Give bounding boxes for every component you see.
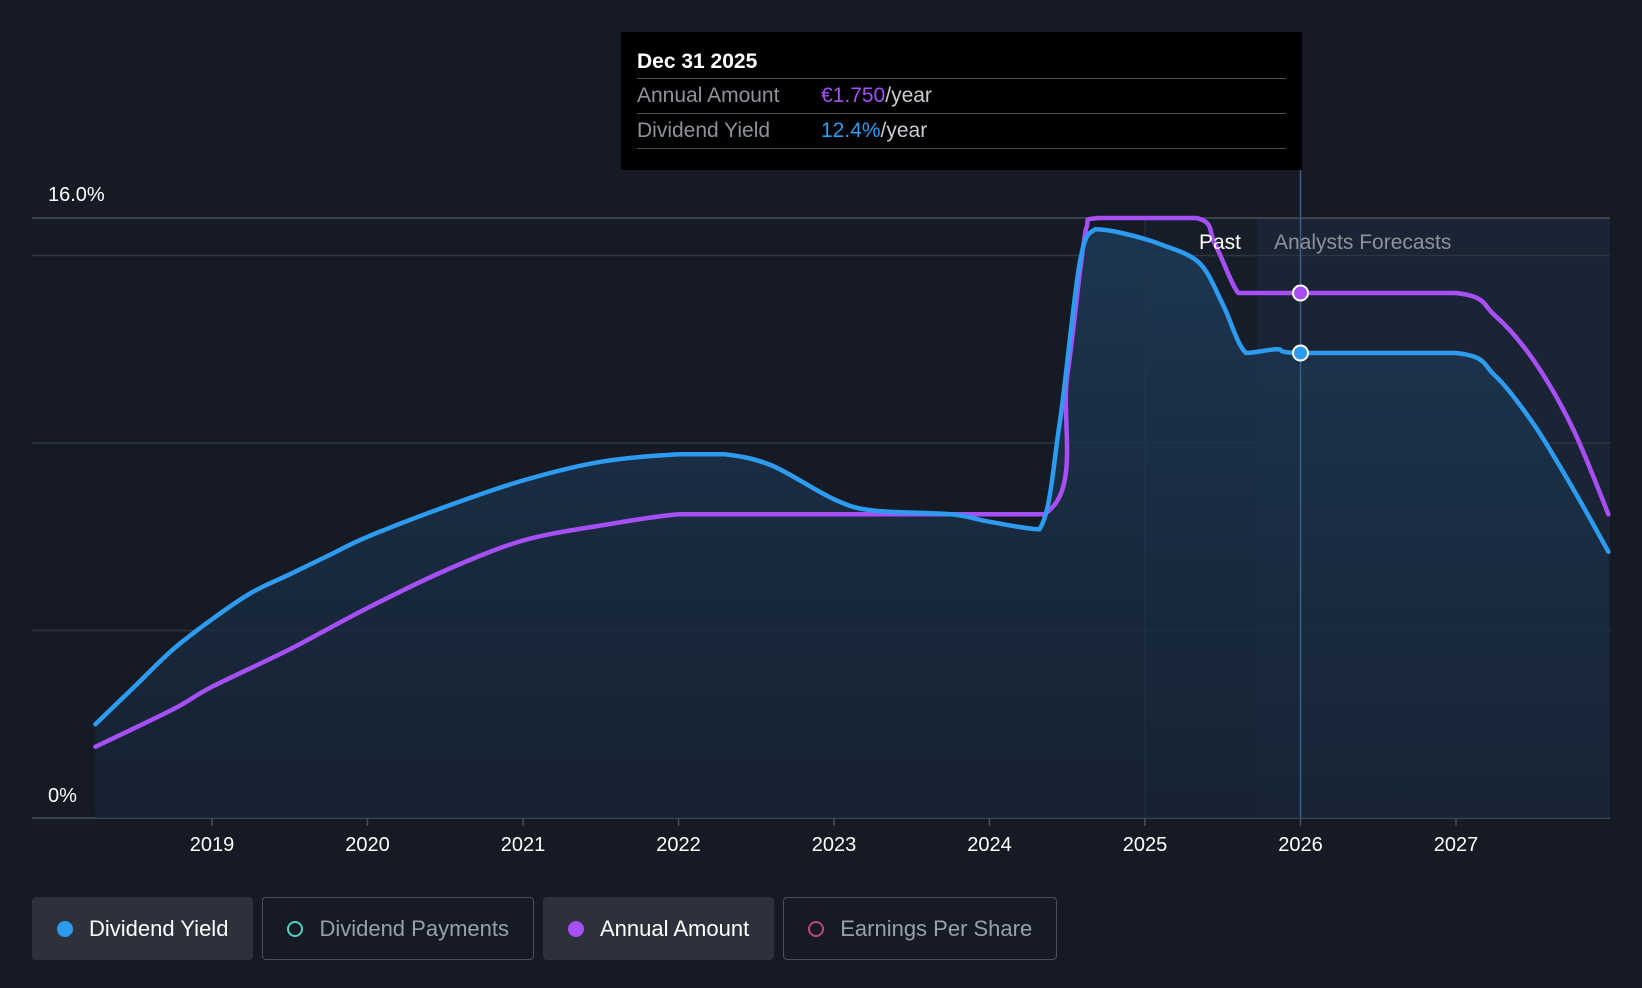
x-tick-label: 2024 xyxy=(967,834,1012,856)
legend-label: Annual Amount xyxy=(599,915,750,941)
x-tick-label: 2022 xyxy=(656,834,701,856)
legend-label: Dividend Payments xyxy=(319,915,509,941)
tooltip-value: €1.750 xyxy=(821,84,886,107)
legend-earnings-per-share-button[interactable]: Earnings Per Share xyxy=(783,897,1058,960)
y-tick-label-bottom: 0% xyxy=(48,785,77,807)
y-tick-label-top: 16.0% xyxy=(48,184,105,206)
legend-label: Earnings Per Share xyxy=(840,915,1033,941)
legend-dividend-yield-button[interactable]: Dividend Yield xyxy=(32,897,254,960)
cursor-line xyxy=(1144,170,1302,818)
x-tick-label: 2026 xyxy=(1278,834,1323,856)
x-tick-label: 2027 xyxy=(1434,834,1479,856)
x-tick-label: 2020 xyxy=(345,834,390,856)
legend: Dividend Yield Dividend Payments Annual … xyxy=(32,897,1058,960)
legend-dividend-payments-button[interactable]: Dividend Payments xyxy=(262,897,534,960)
tooltip-label: Annual Amount xyxy=(637,84,780,107)
legend-annual-amount-button[interactable]: Annual Amount xyxy=(542,897,775,960)
forecast-label: Analysts Forecasts xyxy=(1274,231,1451,254)
tooltip-row-annual-amount: Annual Amount €1.750 /year xyxy=(637,79,1286,114)
hollow-circle-icon xyxy=(808,920,825,937)
tooltip-date: Dec 31 2025 xyxy=(637,46,1286,79)
past-label: Past xyxy=(1199,231,1241,254)
tooltip-value: 12.4% xyxy=(821,119,881,142)
tooltip-unit: /year xyxy=(880,119,928,142)
cursor-points xyxy=(1292,284,1309,362)
cursor-point-dividend-yield xyxy=(1292,344,1309,362)
filled-dot-icon xyxy=(57,920,73,937)
x-tick-label: 2025 xyxy=(1123,834,1168,856)
filled-dot-icon xyxy=(567,920,584,937)
yield-area xyxy=(95,229,1609,819)
x-tick-label: 2021 xyxy=(501,834,546,856)
series-line-annual-amount xyxy=(93,215,1611,750)
x-axis: 2019 2020 2021 2022 2023 2024 2025 2026 2027 xyxy=(190,818,1479,856)
cursor-point-annual-amount xyxy=(1292,284,1309,302)
dividend-yield-area xyxy=(95,229,1609,819)
tooltip-label: Dividend Yield xyxy=(637,119,771,142)
x-tick-label: 2023 xyxy=(812,834,857,856)
tooltip: Dec 31 2025 Annual Amount €1.750 /year D… xyxy=(621,32,1302,170)
tooltip-unit: /year xyxy=(885,84,932,107)
tooltip-row-dividend-yield: Dividend Yield 12.4% /year xyxy=(637,114,1286,149)
x-tick-label: 2019 xyxy=(190,834,235,856)
legend-label: Dividend Yield xyxy=(89,915,229,941)
hollow-circle-icon xyxy=(287,920,304,937)
